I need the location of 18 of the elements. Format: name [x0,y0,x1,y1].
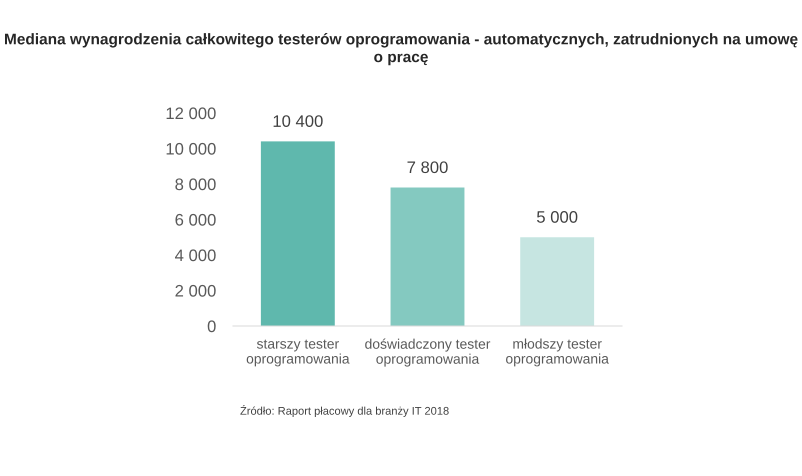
chart-title: Mediana wynagrodzenia całkowitego testerów oprogramowania - automatycznych, zatrudnionych na umowę o pracę [5,33,798,66]
x-tick-label: starszy tester oprogramowania [246,340,350,366]
y-tick-label: 10 000 [166,142,216,155]
bar [390,188,464,326]
y-tick-label: 2 000 [175,284,216,297]
bar [260,141,335,326]
data-label: 5 000 [536,211,578,223]
data-label: 7 800 [408,161,448,174]
x-tick-label: doświadczony tester oprogramowania [365,338,490,367]
data-label: 10 400 [274,115,323,127]
x-tick-label: młodszy tester oprogramowania [506,338,609,366]
y-tick-label: 4 000 [175,249,216,262]
y-tick-label: 6 000 [175,214,216,226]
y-tick-label: 0 [208,320,216,332]
y-tick-label: 8 000 [175,178,216,190]
bar [520,237,594,326]
text: Źródło: Raport płacowy dla branży IT 2018 [240,405,449,417]
y-tick-label: 12 000 [166,107,216,120]
